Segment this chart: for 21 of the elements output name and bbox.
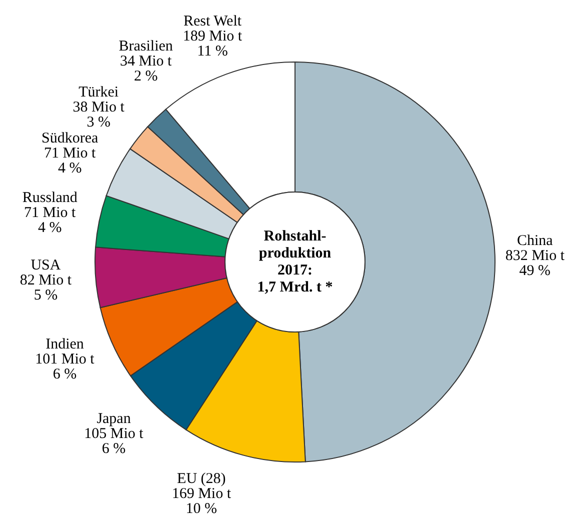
- data-label: 189 Mio t 11 %: [182, 28, 243, 60]
- slice-label: EU (28): [177, 470, 226, 487]
- data-label: 38 Mio t 3 %: [72, 99, 126, 130]
- data-label: 34 Mio t 2 %: [120, 53, 173, 84]
- slice-label: Japan: [96, 411, 132, 428]
- data-label: 71 Mio t 4 %: [24, 204, 77, 236]
- data-label: 169 Mio t 10 %: [172, 486, 232, 517]
- data-label: 82 Mio t 5 %: [20, 272, 72, 304]
- slice-label: Türkei: [78, 84, 119, 100]
- slice-label: China: [516, 232, 554, 249]
- slice-label: Rest Welt: [183, 14, 242, 30]
- slice-label: Brasilien: [118, 38, 174, 54]
- text: Rohstahl-produktion 2017: 1,7 Mrd. t *: [257, 228, 333, 296]
- data-label: 832 Mio t 49 %: [505, 248, 566, 279]
- data-label: 101 Mio t 6 %: [35, 351, 96, 382]
- slice-label: USA: [30, 258, 61, 274]
- data-label: 71 Mio t 4 %: [44, 145, 96, 176]
- data-label: 105 Mio t 6 %: [84, 426, 144, 458]
- slice-label: Südkorea: [42, 130, 99, 146]
- slice-label: Indien: [46, 336, 84, 352]
- slice-label: Russland: [22, 190, 78, 206]
